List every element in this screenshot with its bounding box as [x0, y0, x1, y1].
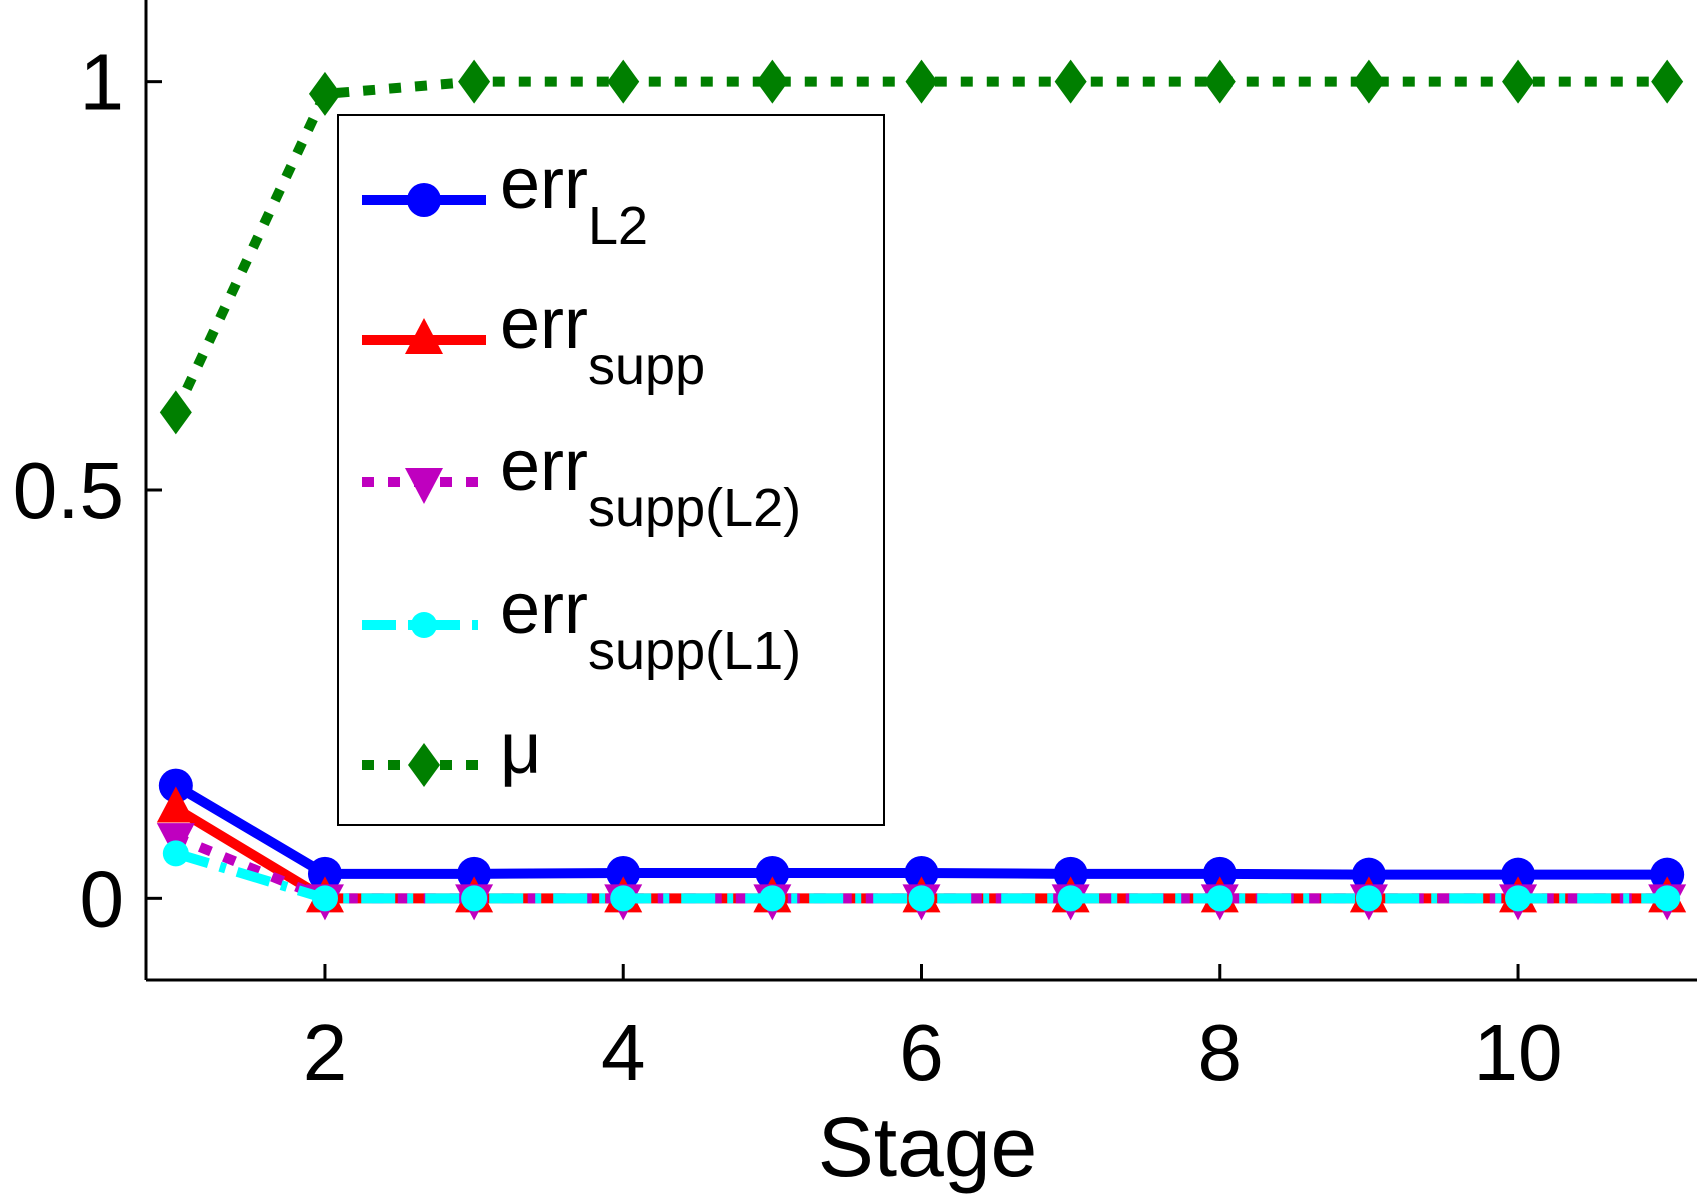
data-point: [1054, 59, 1087, 104]
legend-item: errsupp: [362, 284, 705, 396]
legend-label: errsupp(L1): [500, 569, 801, 681]
data-point: [458, 59, 491, 104]
data-point: [1057, 885, 1084, 912]
series-3: [162, 840, 1681, 912]
data-point: [1352, 59, 1385, 104]
data-point: [311, 885, 338, 912]
data-point: [756, 59, 789, 104]
data-point: [755, 856, 790, 891]
y-tick-label: 0: [80, 854, 125, 943]
legend-item: errL2: [362, 144, 648, 256]
data-point: [308, 71, 341, 116]
legend-label: errL2: [500, 144, 648, 256]
legend-marker: [405, 468, 443, 504]
data-point: [1654, 885, 1681, 912]
series-line: [171, 76, 1668, 415]
legend-item: μ: [362, 709, 541, 789]
data-point: [1206, 885, 1233, 912]
y-tick-label: 0.5: [13, 446, 124, 535]
legend-item: errsupp(L1): [362, 569, 801, 681]
x-tick-label: 2: [303, 1008, 348, 1097]
series-0: [158, 768, 1685, 892]
data-point: [1355, 885, 1382, 912]
data-point: [159, 390, 192, 435]
data-point: [1202, 856, 1237, 891]
x-tick-label: 4: [601, 1008, 646, 1097]
data-point: [1650, 857, 1685, 892]
x-tick-label: 10: [1474, 1008, 1563, 1097]
data-point: [610, 885, 637, 912]
data-point: [307, 856, 342, 891]
data-point: [1053, 856, 1088, 891]
y-tick-label: 1: [80, 38, 125, 127]
x-tick-label: 6: [899, 1008, 944, 1097]
x-axis-title: Stage: [818, 1100, 1038, 1194]
data-point: [908, 885, 935, 912]
legend-label: errsupp: [500, 284, 705, 396]
data-point: [904, 856, 939, 891]
data-point: [606, 856, 641, 891]
legend-label: errsupp(L2): [500, 426, 801, 538]
data-point: [1651, 59, 1684, 104]
plot-area: [156, 59, 1687, 921]
legend: errL2 errsupp errsupp(L2) errsupp(L1) μ: [337, 114, 885, 826]
data-point: [1505, 885, 1532, 912]
legend-label: μ: [500, 709, 541, 789]
data-point: [905, 59, 938, 104]
legend-marker: [408, 743, 440, 787]
data-point: [457, 856, 492, 891]
legend-item: errsupp(L2): [362, 426, 801, 538]
data-point: [1351, 857, 1386, 892]
axes: 2 4 6 8 10 0 0.5 1 Stage: [13, 0, 1697, 1194]
data-point: [156, 786, 195, 823]
series-4: [159, 59, 1684, 435]
legend-marker: [405, 318, 443, 354]
data-point: [158, 768, 193, 803]
x-tick-label: 8: [1198, 1008, 1243, 1097]
data-point: [1501, 857, 1536, 892]
data-point: [607, 59, 640, 104]
legend-marker: [411, 612, 437, 638]
data-point: [1502, 59, 1535, 104]
data-point: [162, 840, 189, 867]
data-point: [461, 885, 488, 912]
data-point: [759, 885, 786, 912]
data-point: [1203, 59, 1236, 104]
legend-marker: [407, 183, 441, 217]
